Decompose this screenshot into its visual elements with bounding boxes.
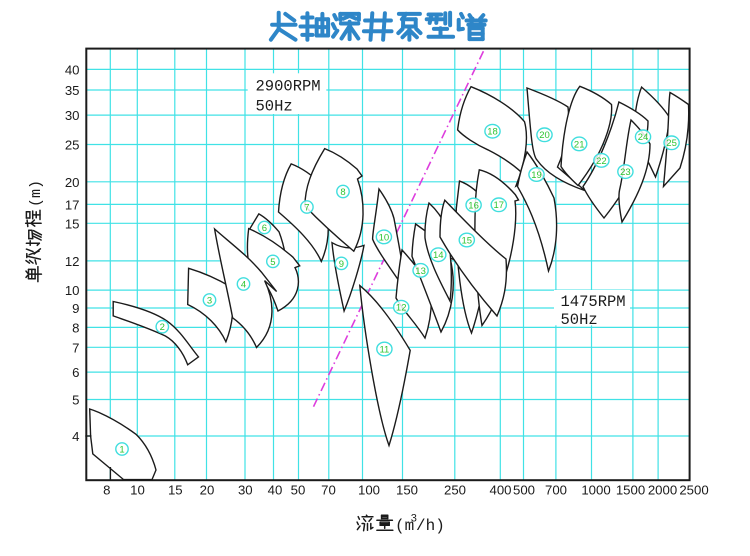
- svg-text:13: 13: [415, 266, 426, 277]
- svg-text:40: 40: [65, 62, 80, 77]
- svg-text:17: 17: [65, 197, 80, 212]
- svg-text:400: 400: [489, 483, 511, 498]
- svg-text:700: 700: [545, 483, 567, 498]
- svg-text:20: 20: [200, 483, 215, 498]
- svg-text:2: 2: [160, 322, 165, 333]
- svg-text:2900RPM: 2900RPM: [256, 78, 321, 96]
- svg-text:10: 10: [130, 483, 145, 498]
- svg-text:2500: 2500: [679, 483, 708, 498]
- svg-text:3: 3: [207, 295, 212, 306]
- svg-text:50Hz: 50Hz: [256, 98, 293, 116]
- svg-text:6: 6: [72, 365, 79, 380]
- svg-text:20: 20: [65, 175, 80, 190]
- svg-text:35: 35: [65, 83, 80, 98]
- svg-text:3: 3: [411, 514, 418, 526]
- svg-text:20: 20: [539, 130, 550, 141]
- svg-text:30: 30: [65, 108, 80, 123]
- svg-text:21: 21: [574, 139, 585, 150]
- svg-text:17: 17: [494, 200, 505, 211]
- svg-text:2000: 2000: [648, 483, 677, 498]
- svg-text:4: 4: [241, 279, 246, 290]
- svg-text:100: 100: [358, 483, 380, 498]
- svg-text:16: 16: [468, 200, 479, 211]
- svg-text:/h): /h): [416, 517, 445, 535]
- svg-text:50Hz: 50Hz: [561, 311, 598, 329]
- svg-text:1: 1: [119, 444, 124, 455]
- svg-text:(m: (m: [395, 517, 414, 535]
- svg-text:150: 150: [396, 483, 418, 498]
- svg-text:7: 7: [72, 340, 79, 355]
- svg-text:8: 8: [103, 483, 110, 498]
- svg-text:9: 9: [339, 259, 344, 270]
- svg-text:5: 5: [270, 257, 275, 268]
- svg-text:18: 18: [487, 127, 498, 138]
- svg-text:24: 24: [638, 132, 649, 143]
- svg-text:19: 19: [531, 170, 542, 181]
- svg-text:23: 23: [620, 167, 631, 178]
- svg-text:1500: 1500: [616, 483, 645, 498]
- svg-text:22: 22: [596, 156, 607, 167]
- svg-text:40: 40: [268, 483, 283, 498]
- svg-text:9: 9: [72, 301, 79, 316]
- svg-text:4: 4: [72, 429, 79, 444]
- svg-text:12: 12: [65, 254, 80, 269]
- svg-text:50: 50: [291, 483, 306, 498]
- svg-text:14: 14: [433, 250, 444, 261]
- svg-text:(m): (m): [28, 180, 45, 207]
- svg-text:15: 15: [462, 235, 473, 246]
- svg-text:12: 12: [396, 303, 407, 314]
- svg-text:10: 10: [65, 283, 80, 298]
- svg-text:250: 250: [444, 483, 466, 498]
- svg-text:15: 15: [65, 216, 80, 231]
- svg-text:15: 15: [168, 483, 183, 498]
- svg-text:6: 6: [262, 223, 267, 234]
- svg-text:5: 5: [72, 393, 79, 408]
- svg-text:1000: 1000: [581, 483, 610, 498]
- svg-text:11: 11: [379, 344, 389, 355]
- svg-text:25: 25: [666, 138, 677, 149]
- svg-text:30: 30: [238, 483, 253, 498]
- svg-text:8: 8: [72, 320, 79, 335]
- svg-text:7: 7: [304, 202, 309, 213]
- svg-text:25: 25: [65, 138, 80, 153]
- svg-text:70: 70: [321, 483, 336, 498]
- svg-text:8: 8: [340, 187, 345, 198]
- svg-text:10: 10: [379, 232, 390, 243]
- svg-text:500: 500: [513, 483, 535, 498]
- svg-text:1475RPM: 1475RPM: [561, 293, 626, 311]
